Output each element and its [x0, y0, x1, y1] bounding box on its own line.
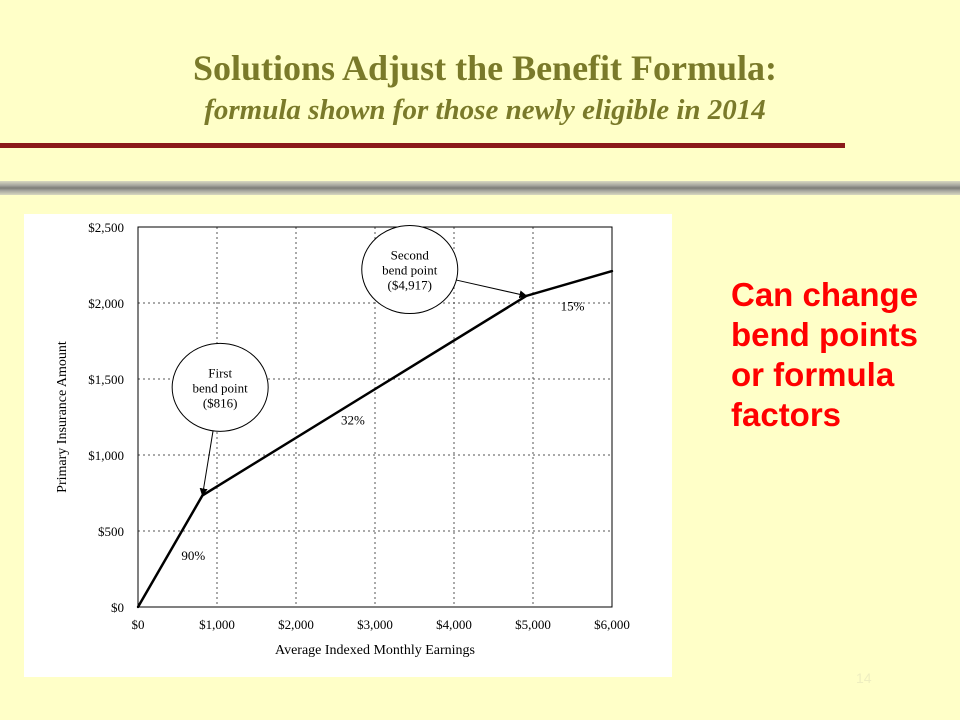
- segment-rate-label: 15%: [561, 299, 585, 314]
- callout-text: ($816): [203, 395, 238, 410]
- segment-rate-label: 32%: [341, 413, 365, 428]
- x-tick-label: $3,000: [357, 617, 393, 632]
- x-tick-label: $0: [132, 617, 145, 632]
- callout-text: ($4,917): [388, 278, 432, 293]
- callout-text: bend point: [382, 263, 438, 278]
- y-tick-label: $2,500: [88, 220, 124, 235]
- title-main: Solutions Adjust the Benefit Formula:: [192, 48, 778, 88]
- axis-ticks: $0 $1,000 $2,000 $3,000 $4,000 $5,000 $6,000 $0…: [88, 220, 630, 632]
- page-number: 14: [856, 670, 872, 686]
- title-subtitle: formula shown for those newly eligible i…: [204, 94, 766, 126]
- x-tick-label: $2,000: [278, 617, 314, 632]
- grid: [138, 227, 612, 607]
- benefit-formula-chart: $0 $1,000 $2,000 $3,000 $4,000 $5,000 $6,000 $0…: [55, 220, 630, 658]
- y-tick-label: $1,500: [88, 372, 124, 387]
- x-axis-label: Average Indexed Monthly Earnings: [275, 643, 475, 658]
- y-tick-label: $1,000: [88, 448, 124, 463]
- callout-text: First: [208, 365, 232, 380]
- x-tick-label: $1,000: [199, 617, 235, 632]
- x-tick-label: $4,000: [436, 617, 472, 632]
- side-note: Can change bend points or formula factor…: [731, 276, 919, 433]
- plot-frame: [137, 226, 613, 608]
- series: 90% 32% 15%: [136, 269, 614, 609]
- callout-bubble: [171, 342, 269, 432]
- callout-arrow: [199, 430, 214, 497]
- callout-bubble: [361, 225, 459, 315]
- data-point: [610, 269, 614, 273]
- callout-arrow: [456, 279, 528, 299]
- series-line: [136, 269, 613, 608]
- segment-rate-label: 90%: [181, 548, 205, 563]
- chart-panel: $0 $1,000 $2,000 $3,000 $4,000 $5,000 $6,000 $0…: [24, 214, 672, 677]
- x-tick-label: $6,000: [594, 617, 630, 632]
- divider-bar: [0, 181, 960, 195]
- data-point: [136, 605, 140, 609]
- callout-text: bend point: [193, 380, 249, 395]
- y-tick-label: $2,000: [88, 296, 124, 311]
- y-tick-label: $0: [111, 600, 124, 615]
- y-axis-label: Primary Insurance Amount: [55, 341, 70, 493]
- callout-text: Second: [391, 248, 430, 263]
- x-tick-label: $5,000: [515, 617, 551, 632]
- title-underline: [0, 143, 845, 148]
- y-tick-label: $500: [98, 524, 124, 539]
- slide-title: Solutions Adjust the Benefit Formula: fo…: [0, 46, 960, 130]
